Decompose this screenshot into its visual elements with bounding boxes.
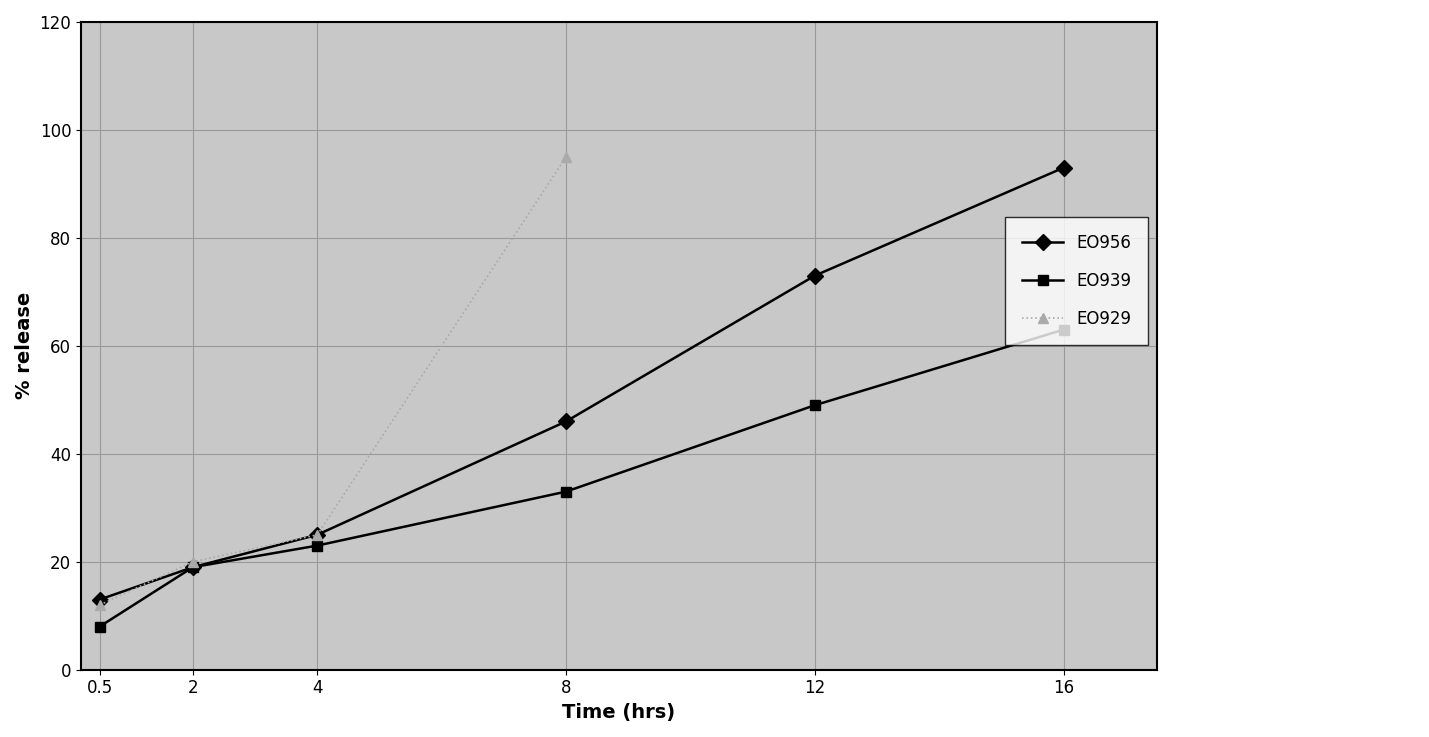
EO939 (91, 622, 109, 631)
Line: EO939: EO939 (94, 325, 1069, 632)
EO929 (91, 601, 109, 609)
X-axis label: Time (hrs): Time (hrs) (563, 703, 676, 722)
EO956 (91, 595, 109, 604)
EO939 (557, 487, 574, 496)
Y-axis label: % release: % release (14, 293, 34, 399)
EO929 (309, 531, 326, 539)
Line: EO929: EO929 (94, 152, 572, 609)
Legend: EO956, EO939, EO929: EO956, EO939, EO929 (1005, 217, 1149, 345)
EO956 (184, 563, 201, 572)
EO956 (1055, 164, 1072, 172)
EO956 (806, 271, 823, 280)
Line: EO956: EO956 (94, 162, 1069, 605)
EO939 (806, 401, 823, 410)
EO956 (557, 417, 574, 426)
EO929 (184, 557, 201, 566)
EO929 (557, 153, 574, 161)
EO939 (309, 541, 326, 550)
EO939 (184, 563, 201, 572)
EO939 (1055, 325, 1072, 334)
EO956 (309, 531, 326, 539)
